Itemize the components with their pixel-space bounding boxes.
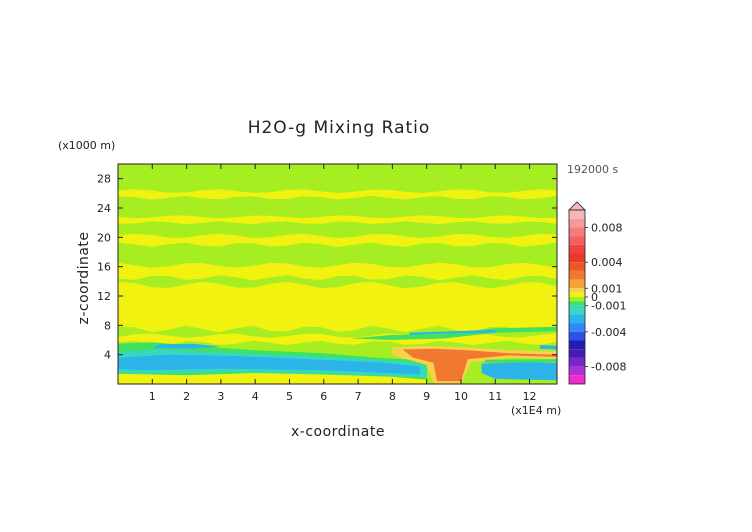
band-yellow-25km [118,189,557,200]
y-tick-label: 28 [97,173,111,186]
x-tick-label: 6 [320,390,327,403]
colorbar-band [569,270,585,280]
colorbar-band [569,349,585,358]
y-unit-label: (x1000 m) [58,139,115,152]
colorbar-tick-label: 0.001 [591,282,623,295]
x-unit-label: (x1E4 m) [511,404,561,417]
colorbar-tick-label: -0.001 [591,300,626,313]
colorbar-band [569,244,585,254]
y-axis-title: z-coordinate [76,231,92,324]
band-yellow-19km [118,233,557,247]
colorbar-band [569,314,585,324]
dry-pocket-left [152,343,221,349]
colorbar-top-arrow [568,201,586,211]
x-tick-label: 8 [389,390,396,403]
plot-frame [117,163,558,385]
x-axis-ticks: 1 2 3 4 5 6 7 8 9 10 11 12 [149,164,537,403]
band-yellow-22km [118,215,557,225]
colorbar-band [569,218,585,228]
colorbar-band [569,210,585,219]
colorbar-tick-label: 0.004 [591,256,623,269]
y-tick-label: 20 [97,231,111,244]
y-tick-label: 4 [104,349,111,362]
x-tick-label: 11 [488,390,502,403]
x-tick-label: 10 [454,390,468,403]
x-tick-label: 7 [355,390,362,403]
colorbar-tick-label: 0 [591,291,598,304]
band-yellow-15km [118,262,557,281]
colorbar-band [569,236,585,245]
x-tick-label: 9 [423,390,430,403]
colorbar-band [569,253,585,263]
colorbar-band [569,366,585,376]
colorbar-band [569,331,585,341]
colorbar-band [569,340,585,350]
colorbar-band [569,279,585,289]
y-tick-label: 24 [97,202,111,215]
moist-plume-core [402,348,557,382]
heatmap-plot-area [117,163,558,385]
x-tick-label: 2 [183,390,190,403]
x-tick-label: 4 [252,390,259,403]
band-yellow-lower [118,281,557,333]
moist-surface-layer [118,373,427,384]
y-tick-label: 8 [104,319,111,332]
band-yellow-6km [118,333,557,346]
field-features [118,326,557,384]
colorbar-band [569,375,585,384]
colorbar-bands [568,201,586,385]
x-tick-label: 3 [217,390,224,403]
dry-patch-right-edge [485,359,557,363]
y-tick-label: 12 [97,290,111,303]
colorbar-band [569,323,585,332]
y-axis-ticks: 4 8 12 16 20 24 28 [97,173,557,362]
chart-title: H2O-g Mixing Ratio [248,118,431,138]
dry-streak-7km-core [409,329,496,335]
x-tick-label: 12 [523,390,537,403]
colorbar-band [569,227,585,237]
x-tick-label: 1 [149,390,156,403]
x-tick-label: 5 [286,390,293,403]
field-bands [118,189,557,346]
time-label: 192000 s [567,163,618,176]
colorbar-band [569,357,585,367]
dry-patch-right [481,362,557,381]
colorbar-tick-label: -0.008 [591,361,626,374]
colorbar-band [569,305,585,315]
x-axis-title: x-coordinate [291,424,385,440]
colorbar-band [569,288,585,293]
colorbar-band [569,297,585,302]
colorbar-tick-label: 0.008 [591,221,623,234]
colorbar-band [569,262,585,271]
dry-layer-core [118,354,420,375]
y-tick-label: 16 [97,261,111,274]
colorbar-band [569,292,585,297]
colorbar-band [569,301,585,306]
dry-patch-far-right [539,345,557,350]
colorbar-tick-label: -0.004 [591,326,626,339]
